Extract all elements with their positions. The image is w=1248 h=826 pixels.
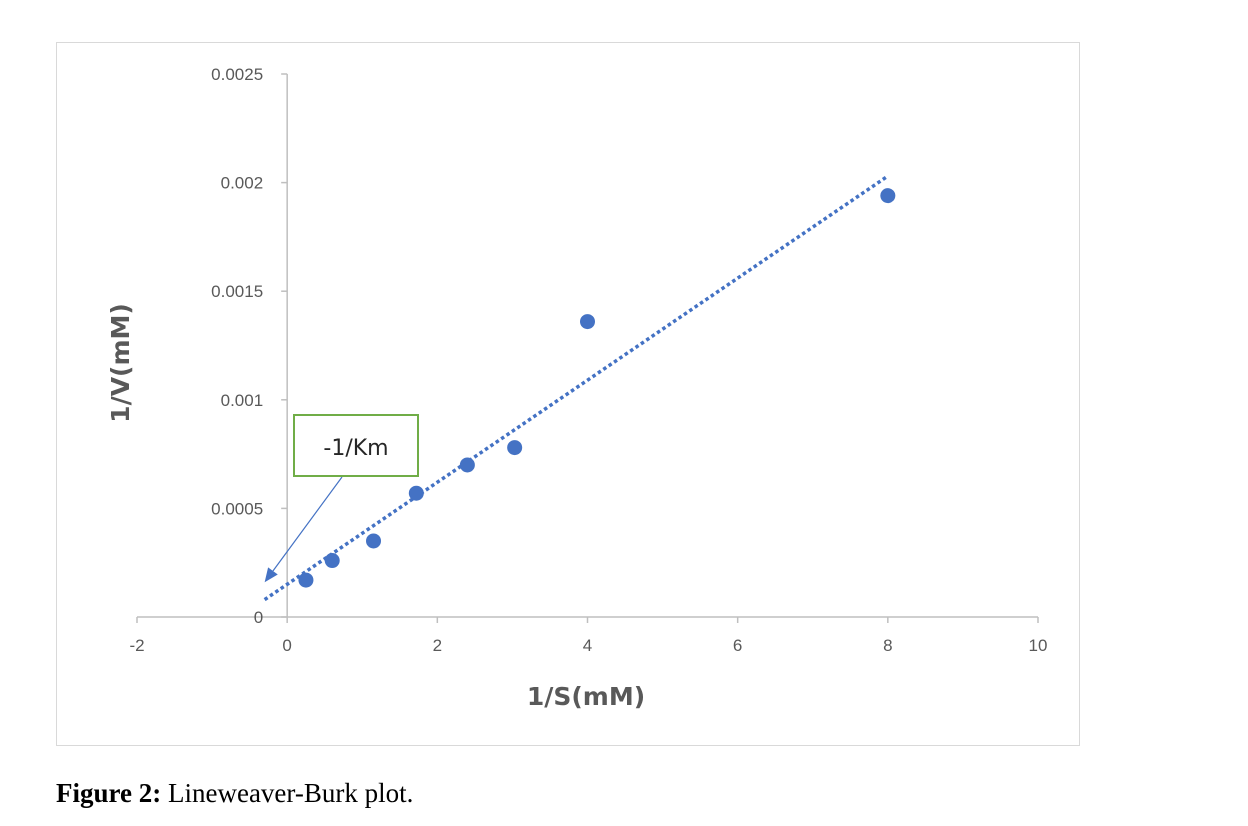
y-tick-label: 0.0025 [211, 65, 263, 84]
x-tick-label: 6 [733, 636, 742, 655]
annotation-arrowhead [264, 567, 278, 583]
data-point [366, 533, 382, 549]
x-tick-label: 2 [433, 636, 442, 655]
trendline [263, 174, 889, 602]
annotation-box [293, 414, 419, 477]
data-point [880, 188, 896, 204]
x-tick-label: 4 [583, 636, 592, 655]
x-tick-label: 10 [1029, 636, 1048, 655]
data-point [507, 440, 523, 456]
data-point [408, 485, 424, 501]
y-tick-label: 0 [254, 608, 263, 627]
data-point [298, 572, 314, 588]
y-axis-title: 1/V(mM) [106, 303, 135, 423]
caption-label: Figure 2: [56, 778, 162, 808]
y-tick-label: 0.001 [221, 391, 264, 410]
y-axis-ticks: 0 0.0005 0.001 0.0015 0.002 0.0025 [211, 65, 288, 627]
figure-caption: Figure 2: Lineweaver-Burk plot. [56, 778, 413, 809]
annotation-arrow [272, 476, 343, 572]
data-points [298, 188, 896, 588]
annotation-text: -1/Km [323, 436, 388, 461]
scatter-plot: -2 0 2 4 6 8 10 00.00050.0010.00150.0020.0025 … [106, 65, 1047, 711]
y-tick-label: 0.0015 [211, 282, 263, 301]
x-axis-title: 1/S(mM) [527, 682, 645, 711]
x-axis-ticks: -2 0 2 4 6 8 10 [129, 617, 1047, 655]
x-tick-label: 8 [883, 636, 892, 655]
chart-frame: -2 0 2 4 6 8 10 0 0.0005 0.001 0.0015 0.002 0.0025 … [56, 42, 1080, 746]
y-tick-label: 0.002 [221, 174, 264, 193]
x-tick-label: -2 [129, 636, 144, 655]
data-point [580, 314, 595, 330]
data-point [324, 553, 340, 569]
caption-text: Lineweaver-Burk plot. [161, 778, 414, 808]
x-tick-label: 0 [282, 636, 291, 655]
data-point [459, 457, 475, 473]
y-tick-label: 0.0005 [211, 499, 263, 518]
